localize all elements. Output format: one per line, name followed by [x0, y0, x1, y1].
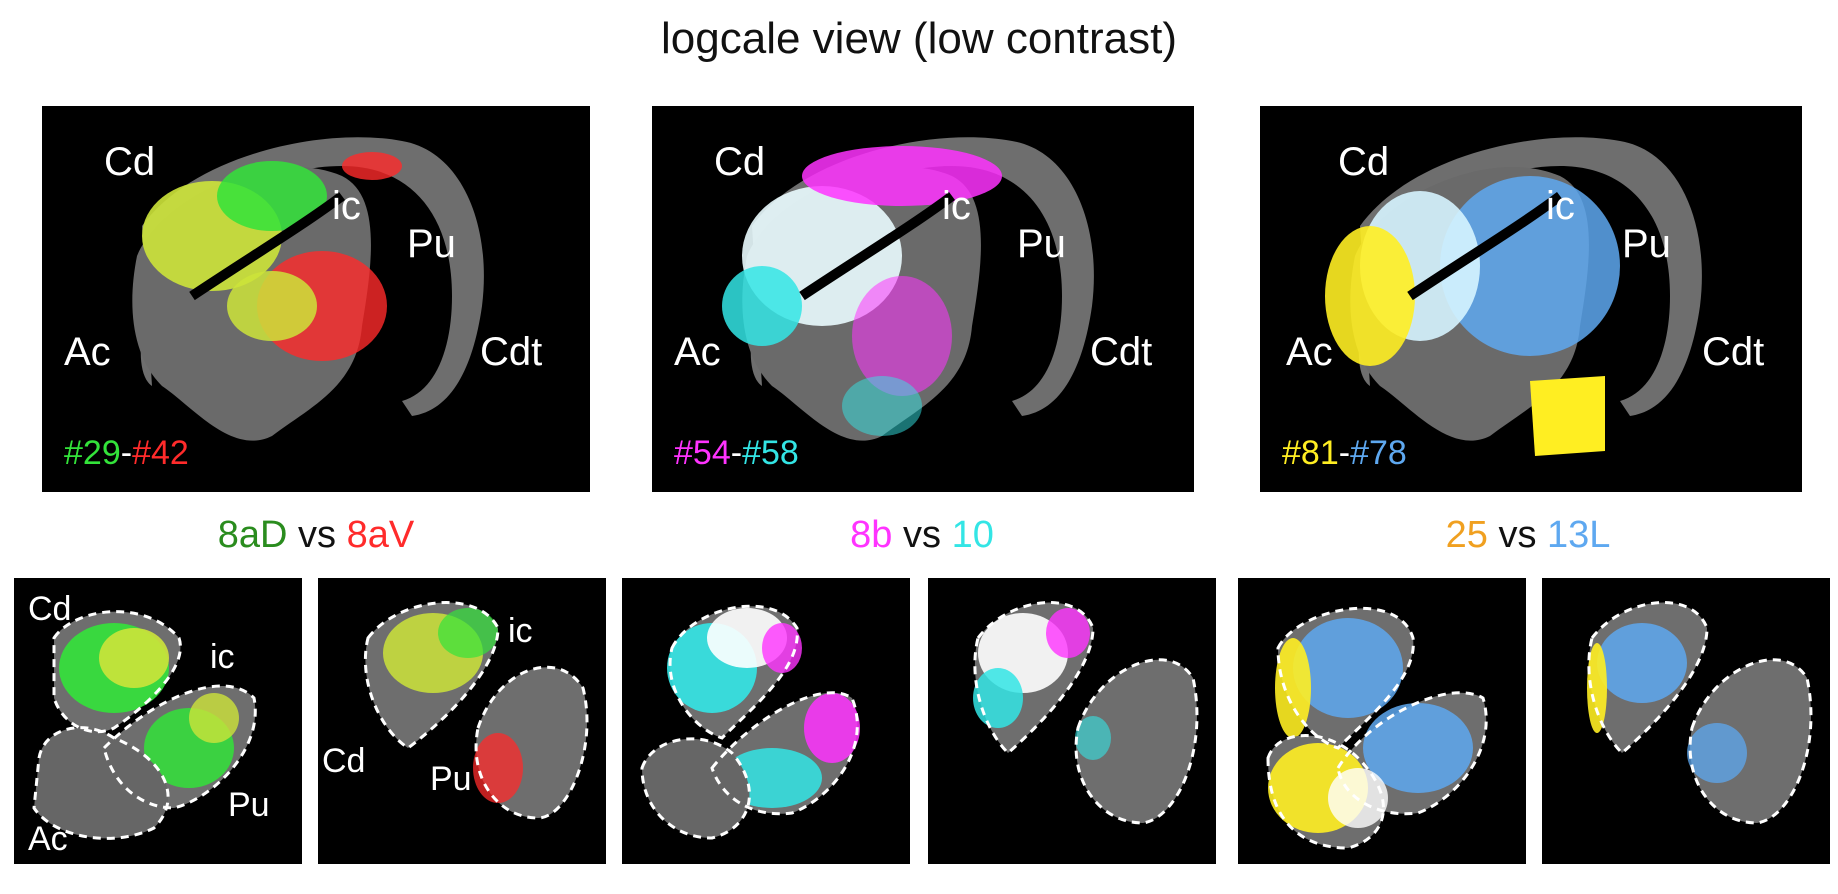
label-cd: Cd: [104, 140, 156, 184]
label-ic: ic: [942, 184, 971, 228]
label-pu: Pu: [1017, 222, 1066, 266]
striatum-3d-render: [132, 137, 484, 441]
coronal-section-render: [1266, 606, 1488, 850]
label-pu: Pu: [1622, 222, 1671, 266]
label-pu: Pu: [228, 786, 270, 824]
label-ic: ic: [332, 184, 361, 228]
label-ic: ic: [1546, 184, 1575, 228]
coronal-section-render: [640, 604, 860, 840]
case-key: #81-#78: [1282, 436, 1407, 470]
label-pu: Pu: [430, 760, 472, 798]
area-b: 8aV: [346, 514, 415, 556]
top-panel-3: Cd ic Pu Ac Cdt #81-#78: [1260, 106, 1802, 492]
label-cdt: Cdt: [1702, 330, 1765, 374]
coronal-section-render: [1587, 601, 1813, 825]
area-b: 13L: [1547, 514, 1611, 556]
case-sep: -: [120, 434, 133, 472]
case-b: #78: [1350, 434, 1407, 472]
vs-text: vs: [1498, 514, 1537, 556]
striatum-3d-render: [1325, 137, 1702, 456]
label-cdt: Cdt: [480, 330, 543, 374]
label-ac: Ac: [64, 330, 111, 374]
case-key: #54-#58: [674, 436, 799, 470]
area-b: 10: [951, 514, 994, 556]
figure-title: logcale view (low contrast): [661, 14, 1177, 63]
label-pu: Pu: [407, 222, 456, 266]
label-ac: Ac: [28, 820, 68, 858]
area-a: 25: [1445, 514, 1488, 556]
coronal-section-render: [973, 601, 1199, 825]
top-panel-1: Cd ic Pu Ac Cdt #29-#42: [42, 106, 590, 492]
label-ac: Ac: [674, 330, 721, 374]
comparison-label-1: 8aD vs 8aV: [66, 516, 566, 554]
section-panel-1: Cd ic Pu Ac: [14, 578, 302, 864]
case-b: #58: [742, 434, 799, 472]
label-cd: Cd: [28, 590, 72, 628]
case-key: #29-#42: [64, 436, 189, 470]
case-a: #54: [674, 434, 731, 472]
section-panel-4: [928, 578, 1216, 864]
area-a: 8aD: [217, 514, 288, 556]
section-panel-2: ic Cd Pu: [318, 578, 606, 864]
label-cd: Cd: [322, 742, 366, 780]
case-b: #42: [132, 434, 189, 472]
label-ic: ic: [210, 638, 235, 676]
section-panel-5: [1238, 578, 1526, 864]
label-ac: Ac: [1286, 330, 1333, 374]
vs-text: vs: [903, 514, 941, 556]
top-panel-2: Cd ic Pu Ac Cdt #54-#58: [652, 106, 1194, 492]
coronal-section-render: [363, 601, 589, 820]
label-cdt: Cdt: [1090, 330, 1153, 374]
case-sep: -: [730, 434, 743, 472]
striatum-3d-render: [722, 137, 1094, 441]
case-sep: -: [1338, 434, 1351, 472]
case-a: #29: [64, 434, 121, 472]
label-ic: ic: [508, 612, 533, 650]
label-cd: Cd: [1338, 140, 1390, 184]
label-cd: Cd: [714, 140, 766, 184]
section-panel-3: [622, 578, 910, 864]
comparison-label-3: 25 vs 13L: [1278, 516, 1778, 554]
vs-text: vs: [298, 514, 337, 556]
section-panel-6: [1542, 578, 1830, 864]
comparison-label-2: 8b vs 10: [672, 516, 1172, 554]
coronal-section-render: [32, 610, 257, 840]
case-a: #81: [1282, 434, 1339, 472]
area-a: 8b: [850, 514, 893, 556]
